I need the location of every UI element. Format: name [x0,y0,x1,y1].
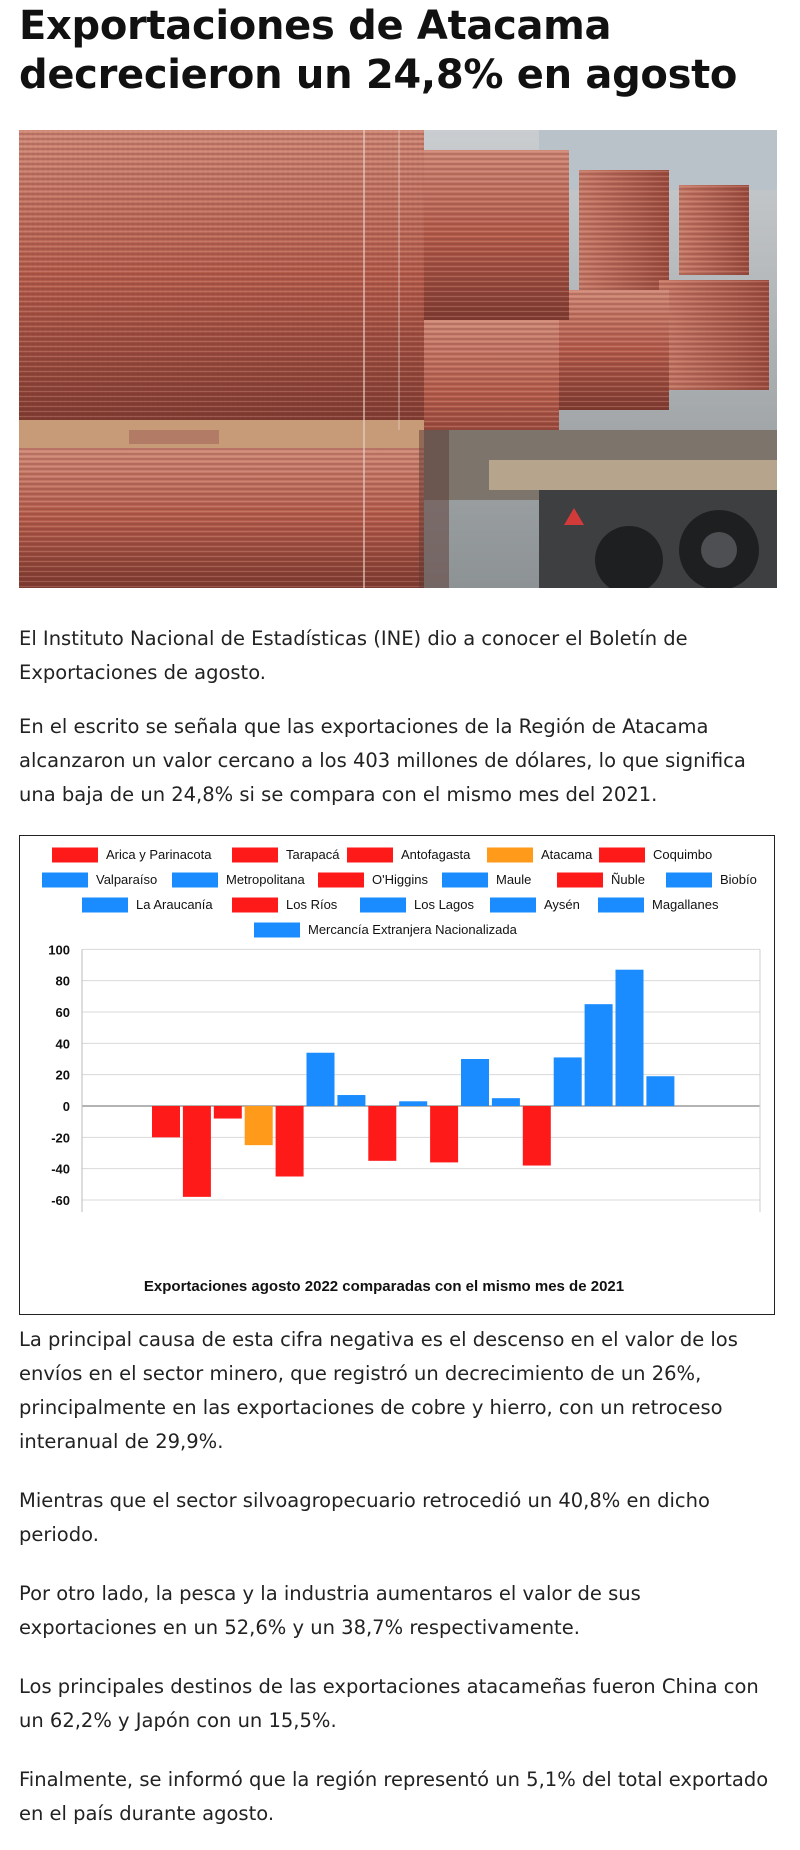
paragraph-2-line-1: En el escrito se señala que las exportac… [19,715,709,738]
y-tick-label: -20 [51,1130,70,1145]
legend-swatch-nuble [557,872,603,888]
legend-swatch-antofagasta [347,847,393,863]
y-tick-label: -40 [51,1162,70,1177]
paragraph-4-line-2: periodo. [19,1523,99,1546]
legend-label-arica-y-parinacota: Arica y Parinacota [106,847,212,862]
headline-line-1: Exportaciones de Atacama [19,3,612,49]
paragraph-1-line-1: El Instituto Nacional de Estadísticas (I… [19,627,688,650]
legend-swatch-la-araucania [82,897,128,913]
legend-label-atacama: Atacama [541,847,593,862]
paragraph-3-line-2: envíos en el sector minero, que registró… [19,1362,702,1385]
legend-label-magallanes: Magallanes [652,897,719,912]
bar-valparaiso [306,1052,335,1106]
bar-tarapaca [182,1106,211,1197]
copper-cathodes-photo-icon [19,130,777,588]
legend-label-coquimbo: Coquimbo [653,847,712,862]
paragraph-7: Finalmente, se informó que la región rep… [19,1763,779,1831]
paragraph-2-line-2: alcanzaron un valor cercano a los 403 mi… [19,749,746,772]
y-tick-label: 40 [56,1036,70,1051]
exports-bar-chart: Arica y Parinacota Tarapacá Antofagasta Ata… [42,847,761,1295]
bar-los-lagos [553,1057,582,1106]
paragraph-3-line-3: principalmente en las exportaciones de c… [19,1396,723,1419]
legend-swatch-valparaiso [42,872,88,888]
paragraph-4: Mientras que el sector silvoagropecuario… [19,1484,779,1552]
legend-label-valparaiso: Valparaíso [96,872,157,887]
legend-swatch-maule [442,872,488,888]
paragraph-3-line-1: La principal causa de esta cifra negativ… [19,1328,738,1351]
legend-swatch-aysen [490,897,536,913]
y-tick-label: -60 [51,1193,70,1208]
bar-metropolitana [337,1095,366,1106]
legend-label-nuble: Ñuble [611,872,645,887]
bar-maule [399,1101,428,1106]
y-tick-label: 0 [63,1099,70,1114]
paragraph-3: La principal causa de esta cifra negativ… [19,1323,779,1459]
legend-swatch-los-lagos [360,897,406,913]
bar-antofagasta [213,1106,242,1119]
y-tick-label: 80 [56,974,70,989]
bar-la-araucania [491,1098,520,1106]
paragraph-6: Los principales destinos de las exportac… [19,1670,779,1738]
bar-nuble [430,1106,459,1163]
legend-label-mercancia-extranjera-nacionalizada: Mercancía Extranjera Nacionalizada [308,922,518,937]
paragraph-3-line-4: interanual de 29,9%. [19,1430,224,1453]
exports-chart: Arica y Parinacota Tarapacá Antofagasta Ata… [19,835,775,1315]
y-tick-label: 60 [56,1005,70,1020]
legend-label-tarapaca: Tarapacá [286,847,340,862]
bar-aysen [584,1004,613,1106]
legend-label-maule: Maule [496,872,531,887]
legend-swatch-tarapaca [232,847,278,863]
legend-label-los-rios: Los Ríos [286,897,338,912]
legend-swatch-metropolitana [172,872,218,888]
paragraph-1-line-2: Exportaciones de agosto. [19,661,266,684]
legend-swatch-coquimbo [599,847,645,863]
bar-magallanes [615,969,644,1106]
legend-swatch-biobio [666,872,712,888]
legend-label-metropolitana: Metropolitana [226,872,306,887]
legend-label-los-lagos: Los Lagos [414,897,474,912]
bar-atacama [244,1106,273,1146]
paragraph-1: El Instituto Nacional de Estadísticas (I… [19,622,779,690]
chart-title: Exportaciones agosto 2022 comparadas con… [144,1278,624,1295]
headline-line-2: decrecieron un 24,8% en agosto [19,52,738,98]
paragraph-6-line-1: Los principales destinos de las exportac… [19,1675,759,1698]
legend-swatch-arica-y-parinacota [52,847,98,863]
bar-mercancia-extranjera-nacionalizada [646,1076,675,1106]
bar-biobio [461,1058,489,1106]
legend-swatch-o-higgins [318,872,364,888]
article-headline: Exportaciones de Atacama decrecieron un … [19,2,779,100]
legend-label-o-higgins: O'Higgins [372,872,428,887]
legend-swatch-atacama [487,847,533,863]
legend-swatch-los-rios [232,897,278,913]
paragraph-2: En el escrito se señala que las exportac… [19,710,779,812]
legend-swatch-magallanes [598,897,644,913]
paragraph-5-line-1: Por otro lado, la pesca y la industria a… [19,1582,641,1605]
paragraph-7-line-1: Finalmente, se informó que la región rep… [19,1768,769,1791]
paragraph-5: Por otro lado, la pesca y la industria a… [19,1577,779,1645]
bar-arica-y-parinacota [152,1106,180,1138]
paragraph-5-line-2: exportaciones en un 52,6% y un 38,7% res… [19,1616,580,1639]
paragraph-6-line-2: un 62,2% y Japón con un 15,5%. [19,1709,337,1732]
bar-coquimbo [275,1106,304,1177]
legend-label-antofagasta: Antofagasta [401,847,471,862]
y-tick-label: 20 [56,1068,70,1083]
bar-los-rios [522,1106,551,1166]
y-tick-label: 100 [48,942,70,957]
hero-image [19,130,777,588]
paragraph-7-line-2: en el país durante agosto. [19,1802,275,1825]
bar-o-higgins [368,1106,397,1161]
paragraph-2-line-3: una baja de un 24,8% si se compara con e… [19,783,658,806]
legend-swatch-mercancia-extranjera-nacionalizada [254,922,300,938]
legend-label-biobio: Biobío [720,872,757,887]
legend-label-la-araucania: La Araucanía [136,897,213,912]
legend-label-aysen: Aysén [544,897,580,912]
paragraph-4-line-1: Mientras que el sector silvoagropecuario… [19,1489,710,1512]
